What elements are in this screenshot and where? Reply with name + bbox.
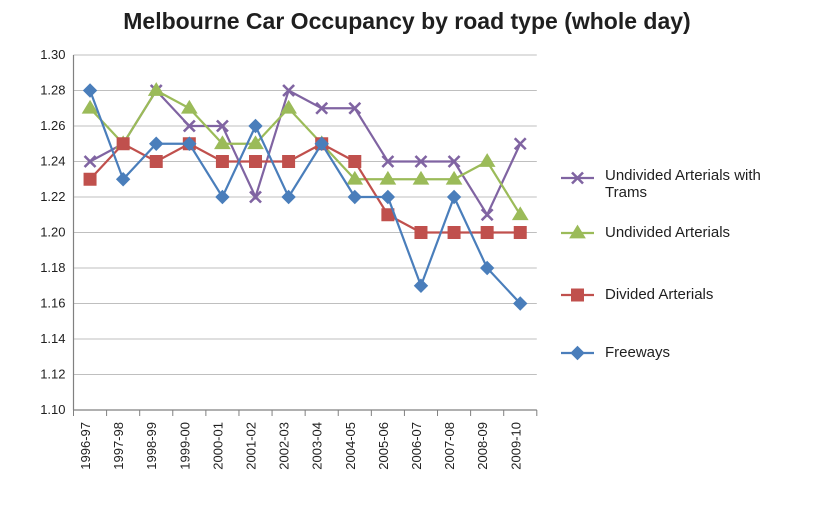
- svg-text:1.14: 1.14: [40, 331, 65, 346]
- svg-text:1.26: 1.26: [40, 118, 65, 133]
- svg-text:1.12: 1.12: [40, 367, 65, 382]
- svg-text:1.24: 1.24: [40, 154, 65, 169]
- svg-text:1.18: 1.18: [40, 260, 65, 275]
- svg-text:2007-08: 2007-08: [442, 422, 457, 470]
- svg-text:2009-10: 2009-10: [508, 422, 523, 470]
- svg-text:1.20: 1.20: [40, 225, 65, 240]
- svg-text:2004-05: 2004-05: [343, 422, 358, 470]
- svg-text:1.30: 1.30: [40, 47, 65, 62]
- svg-text:1999-00: 1999-00: [177, 422, 192, 470]
- svg-text:1997-98: 1997-98: [111, 422, 126, 470]
- svg-text:2008-09: 2008-09: [475, 422, 490, 470]
- svg-text:2001-02: 2001-02: [244, 422, 259, 470]
- svg-text:1.22: 1.22: [40, 189, 65, 204]
- svg-text:1998-99: 1998-99: [144, 422, 159, 470]
- svg-text:1.28: 1.28: [40, 83, 65, 98]
- svg-text:2006-07: 2006-07: [409, 422, 424, 470]
- svg-text:2005-06: 2005-06: [376, 422, 391, 470]
- svg-text:2000-01: 2000-01: [210, 422, 225, 470]
- svg-text:2003-04: 2003-04: [310, 422, 325, 470]
- svg-text:1.10: 1.10: [40, 402, 65, 417]
- svg-text:2002-03: 2002-03: [277, 422, 292, 470]
- svg-text:1996-97: 1996-97: [78, 422, 93, 470]
- svg-text:1.16: 1.16: [40, 296, 65, 311]
